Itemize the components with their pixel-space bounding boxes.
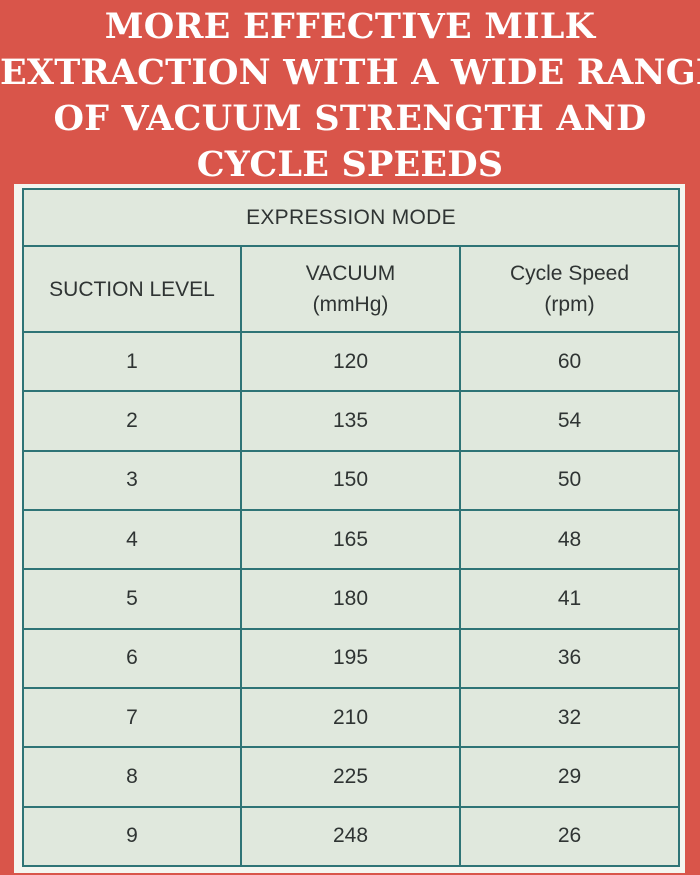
headline-line-2: EXTRACTION WITH A WIDE RANGE [0,52,700,93]
suction-level-cell: 1 [22,330,242,393]
cycle-speed-cell: 50 [458,449,681,511]
vacuum-cell: 225 [240,746,461,808]
suction-level-cell: 4 [22,508,242,571]
headline-line-3: OF VACUUM STRENGTH AND [53,98,647,139]
cycle-speed-cell: 26 [458,805,681,868]
cycle-speed-cell: 54 [458,390,681,452]
table-row: 3 150 50 [22,449,681,511]
suction-level-cell: 6 [22,627,242,689]
column-header-row: SUCTION LEVEL VACUUM (mmHg) Cycle Speed … [22,245,681,333]
mode-title-row: EXPRESSION MODE [21,188,681,247]
headline-line-4: CYCLE SPEEDS [196,144,504,185]
vacuum-cell: 210 [240,686,461,749]
cycle-speed-cell: 29 [458,746,681,808]
expression-mode-table: EXPRESSION MODE SUCTION LEVEL VACUUM (mm… [21,188,681,868]
vacuum-cell: 195 [240,627,461,689]
suction-level-cell: 3 [22,449,242,511]
vacuum-cell: 165 [240,508,461,571]
header-vacuum-unit: (mmHg) [312,293,389,316]
header-vacuum-label: VACUUM [305,262,396,285]
cycle-speed-cell: 32 [458,686,681,749]
table-row: 5 180 41 [22,568,681,630]
header-suction-level: SUCTION LEVEL [22,245,242,333]
table-row: 7 210 32 [22,686,681,749]
table-row: 8 225 29 [22,746,681,808]
cycle-speed-cell: 60 [458,330,681,393]
table-row: 2 135 54 [22,390,681,452]
header-vacuum: VACUUM (mmHg) [240,245,461,333]
table-row: 4 165 48 [22,508,681,571]
vacuum-cell: 120 [240,330,461,393]
table-row: 6 195 36 [22,627,681,689]
cycle-speed-cell: 48 [458,508,681,571]
suction-level-cell: 7 [22,686,242,749]
suction-level-cell: 5 [22,568,242,630]
suction-level-cell: 2 [22,390,242,452]
vacuum-cell: 248 [240,805,461,868]
vacuum-cell: 180 [240,568,461,630]
suction-level-cell: 8 [22,746,242,808]
table-row: 1 120 60 [22,330,681,393]
header-cycle-speed: Cycle Speed (rpm) [458,245,681,333]
headline: MORE EFFECTIVE MILK EXTRACTION WITH A WI… [0,4,700,188]
vacuum-cell: 135 [240,390,461,452]
header-cycle-speed-label: Cycle Speed [509,262,630,285]
cycle-speed-cell: 36 [458,627,681,689]
mode-title: EXPRESSION MODE [21,188,681,247]
table-row: 9 248 26 [22,805,681,868]
vacuum-cell: 150 [240,449,461,511]
headline-line-1: MORE EFFECTIVE MILK [104,6,596,47]
suction-level-cell: 9 [22,805,242,868]
header-cycle-speed-unit: (rpm) [544,293,595,316]
cycle-speed-cell: 41 [458,568,681,630]
